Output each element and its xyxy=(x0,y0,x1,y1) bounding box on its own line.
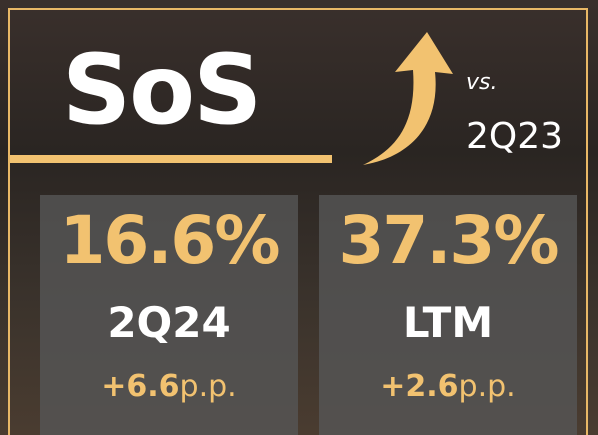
comparison-prefix: vs. xyxy=(466,70,498,95)
metric-change: +2.6 xyxy=(380,368,459,404)
frame xyxy=(8,8,588,435)
title-underline xyxy=(10,155,332,163)
metric-change: +6.6 xyxy=(101,368,180,404)
comparison-period: 2Q23 xyxy=(466,116,564,157)
title: SoS xyxy=(62,34,262,146)
metric-unit: p.p. xyxy=(179,368,237,404)
metric-card: 16.6% 2Q24 +6.6p.p. xyxy=(40,195,298,435)
up-arrow xyxy=(363,32,453,165)
metric-card: 37.3% LTM +2.6p.p. xyxy=(319,195,577,435)
metric-value: 37.3% xyxy=(338,202,560,279)
metric-period: 2Q24 xyxy=(107,297,231,347)
metric-period: LTM xyxy=(402,297,494,347)
change-line: +6.6p.p. xyxy=(40,370,298,403)
metric-value: 16.6% xyxy=(59,202,281,279)
change-line: +2.6p.p. xyxy=(319,370,577,403)
metric-unit: p.p. xyxy=(458,368,516,404)
arrow-shape xyxy=(363,32,453,165)
